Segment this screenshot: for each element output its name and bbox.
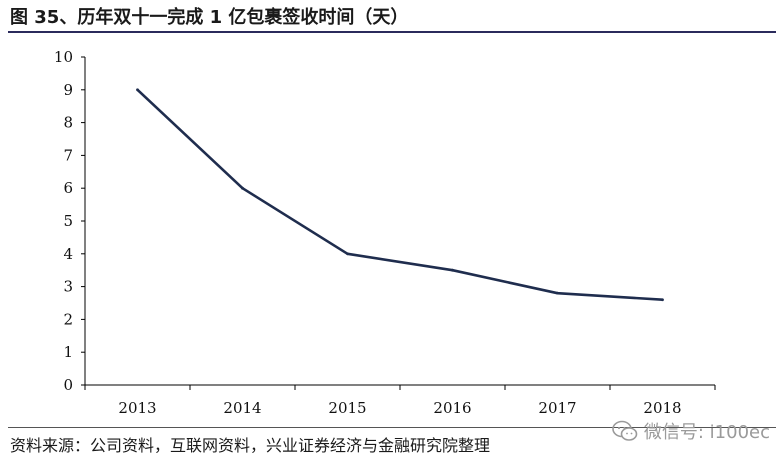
y-tick-label: 7 <box>63 146 73 164</box>
x-tick-label: 2018 <box>643 399 681 417</box>
y-tick-label: 9 <box>63 81 73 99</box>
y-axis: 0 1 2 3 4 5 6 7 8 9 10 <box>54 48 86 394</box>
data-point <box>346 252 349 256</box>
x-axis: 2013 2014 2015 2016 2017 2018 <box>84 384 716 417</box>
series-line <box>136 88 663 301</box>
x-tick-label: 2017 <box>538 399 576 417</box>
x-tick-label: 2013 <box>118 399 156 417</box>
y-tick-label: 5 <box>63 212 73 230</box>
chart-title: 图 35、历年双十一完成 1 亿包裹签收时间（天） <box>10 7 409 28</box>
y-tick-label: 0 <box>63 376 73 394</box>
data-point <box>241 186 244 190</box>
wechat-icon <box>612 420 638 441</box>
y-tick-label: 3 <box>63 278 73 296</box>
series <box>136 88 664 302</box>
y-tick-label: 6 <box>63 179 73 197</box>
x-tick-label: 2014 <box>223 399 261 417</box>
y-tick-label: 8 <box>63 114 73 132</box>
data-point <box>136 88 139 92</box>
watermark: 微信号: i100ec <box>612 418 770 444</box>
title-divider <box>8 31 776 33</box>
source-note: 资料来源：公司资料，互联网资料，兴业证券经济与金融研究院整理 <box>10 436 491 455</box>
data-point <box>661 298 664 302</box>
y-tick-label: 1 <box>63 343 73 361</box>
x-tick-label: 2016 <box>433 399 471 417</box>
footer-divider <box>8 427 776 428</box>
x-tick-label: 2015 <box>328 399 366 417</box>
y-tick-label: 10 <box>54 48 73 66</box>
watermark-text: 微信号: i100ec <box>643 422 770 443</box>
data-point <box>556 291 559 295</box>
data-point <box>451 268 454 272</box>
y-tick-label: 4 <box>63 245 73 263</box>
y-tick-label: 2 <box>63 310 73 328</box>
